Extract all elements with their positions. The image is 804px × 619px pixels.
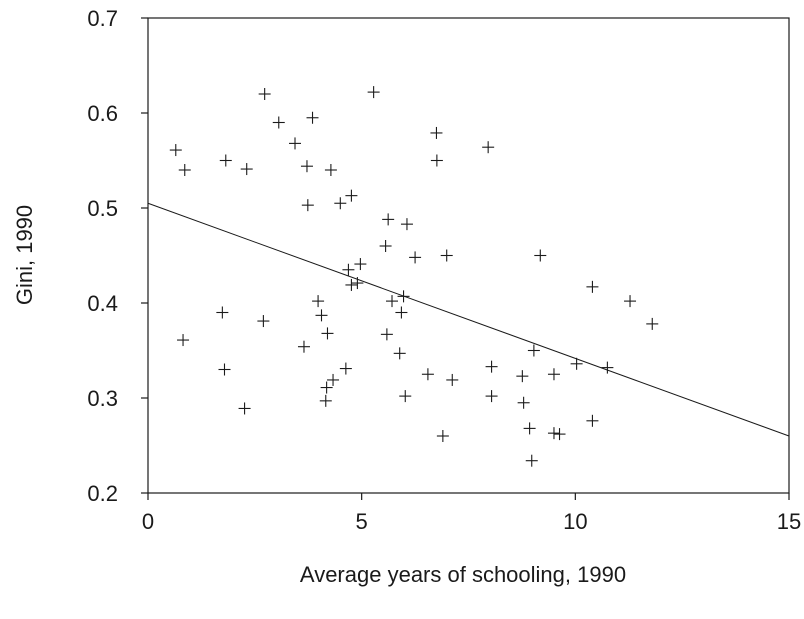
data-point: [436, 430, 449, 442]
data-point: [219, 154, 232, 167]
data-point: [327, 373, 340, 386]
data-point: [386, 295, 399, 308]
x-axis: 0 5 10 15: [142, 493, 801, 534]
data-point: [289, 137, 302, 150]
data-point: [624, 295, 637, 308]
data-point: [339, 362, 352, 375]
y-tick-label: 0.7: [87, 6, 118, 31]
data-point: [409, 251, 422, 264]
data-point: [440, 249, 453, 262]
data-point: [397, 290, 410, 303]
data-point: [421, 368, 434, 381]
data-point: [399, 390, 412, 403]
data-point: [393, 347, 406, 360]
y-tick-label: 0.5: [87, 196, 118, 221]
data-point: [601, 361, 614, 374]
data-point: [312, 295, 325, 308]
data-point: [382, 213, 395, 226]
x-axis-title: Average years of schooling, 1990: [300, 562, 626, 587]
data-point: [177, 334, 190, 347]
data-point: [646, 317, 659, 330]
data-point: [258, 88, 271, 100]
data-point: [301, 199, 314, 212]
data-point: [216, 306, 229, 319]
y-tick-label: 0.4: [87, 291, 118, 316]
data-point: [321, 327, 334, 340]
y-tick-label: 0.2: [87, 481, 118, 506]
data-point: [334, 197, 347, 210]
data-point: [570, 357, 583, 370]
data-point: [351, 277, 364, 290]
data-point: [257, 315, 270, 328]
data-point: [553, 428, 566, 441]
data-point: [547, 368, 560, 381]
data-point: [547, 427, 560, 440]
data-point: [430, 126, 443, 139]
y-axis: 0.2 0.3 0.4 0.5 0.6 0.7: [87, 6, 148, 506]
data-point: [345, 278, 358, 291]
data-point: [395, 306, 408, 319]
data-point: [527, 344, 540, 357]
data-point: [319, 394, 332, 407]
data-point: [534, 249, 547, 262]
data-point: [400, 218, 413, 231]
data-point: [300, 160, 313, 173]
scatter-points: [169, 86, 659, 467]
data-point: [297, 340, 310, 353]
data-point: [485, 390, 498, 403]
data-point: [178, 164, 191, 176]
data-point: [485, 360, 498, 373]
y-tick-label: 0.3: [87, 386, 118, 411]
x-tick-label: 5: [356, 509, 368, 534]
data-point: [380, 328, 393, 341]
data-point: [517, 396, 530, 409]
data-point: [516, 370, 529, 383]
data-point: [240, 163, 253, 176]
data-point: [523, 422, 536, 435]
data-point: [238, 402, 251, 415]
data-point: [367, 86, 380, 99]
data-point: [342, 263, 355, 276]
data-point: [482, 141, 495, 154]
plot-frame: [147, 17, 790, 494]
data-point: [379, 240, 392, 252]
data-point: [306, 111, 319, 124]
data-point: [446, 373, 459, 386]
data-point: [272, 116, 285, 129]
data-point: [315, 309, 328, 322]
data-point: [430, 154, 443, 167]
x-tick-label: 0: [142, 509, 154, 534]
data-point: [586, 280, 599, 293]
data-point: [586, 414, 599, 427]
data-point: [218, 363, 231, 376]
data-point: [324, 164, 337, 176]
data-point: [525, 454, 538, 467]
data-point: [320, 381, 333, 394]
x-tick-label: 10: [563, 509, 587, 534]
y-tick-label: 0.6: [87, 101, 118, 126]
x-tick-label: 15: [777, 509, 801, 534]
data-point: [345, 189, 358, 202]
regression-line: [147, 202, 790, 437]
data-point: [169, 144, 182, 157]
y-axis-title: Gini, 1990: [12, 205, 37, 305]
data-point: [354, 258, 367, 271]
